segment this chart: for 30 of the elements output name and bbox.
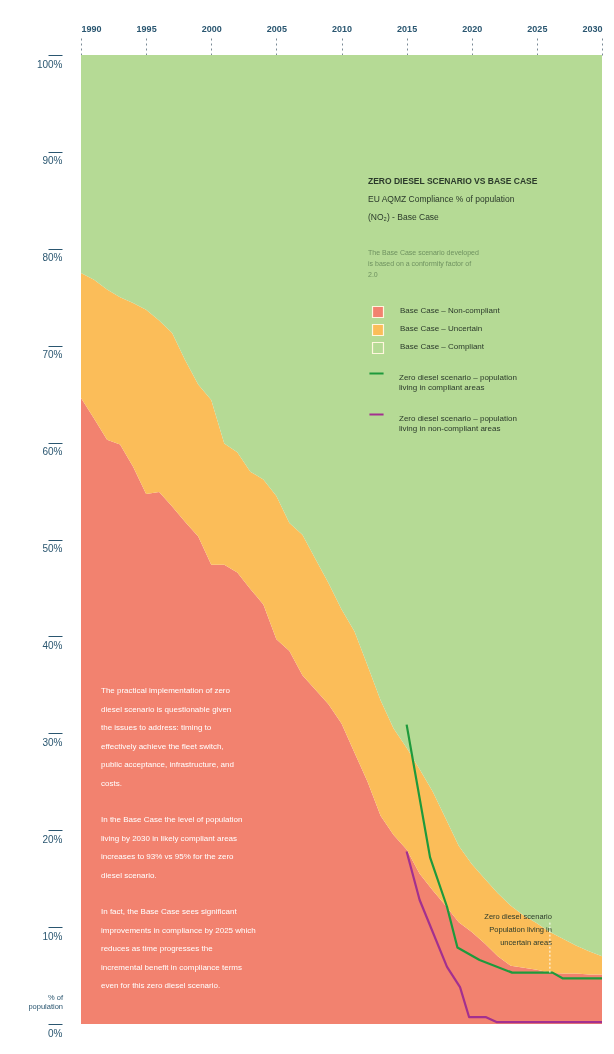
legend-label: Zero diesel scenario – population living in non-compliant areas: [399, 413, 517, 433]
x-tick-label: 2025: [527, 23, 548, 34]
x-tick-label: 2015: [397, 23, 418, 34]
x-tick-label: 2010: [331, 23, 353, 34]
legend-label: Base Case – Uncertain: [400, 324, 483, 333]
annotation: The practical implementation of zero diesel scenario is questionable given the issues to address: timing to effectively achieve the fleet switch, public acceptance, infrastructure, and costs.: [101, 686, 234, 788]
legend-label: Base Case – Non-compliant: [400, 306, 501, 315]
annotation: In the Base Case the level of population living by 2030 in likely compliant areas increases to 93% vs 95% for the zero diesel scenario.: [101, 815, 243, 880]
annotation: In fact, the Base Case sees significant improvements in compliance by 2025 which reduces as time progresses the incremental benefit in compliance terms even for this zero diesel scenario.: [101, 907, 256, 990]
x-tick-label: 2005: [266, 23, 287, 34]
y-tick-label: 100%: [36, 58, 63, 70]
text: ZERO DIESEL SCENARIO VS BASE CASE: [368, 176, 538, 186]
y-tick-label: 10%: [42, 930, 63, 942]
y-tick-label: 40%: [42, 639, 63, 651]
y-tick-label: 50%: [42, 543, 63, 554]
x-tick-label: 2030: [582, 23, 603, 34]
text: EU AQMZ Compliance % of population (NO₂) - Base Case: [368, 194, 515, 222]
series-label: Base Case – Compliant: [400, 342, 485, 351]
y-tick-label: 70%: [42, 349, 63, 361]
y-tick-label: 30%: [42, 736, 63, 748]
y-tick-label: 60%: [42, 446, 63, 458]
y-tick-label: 90%: [42, 155, 63, 167]
x-tick-label: 2000: [201, 23, 222, 34]
legend-label: Zero diesel scenario – population living in compliant areas: [399, 372, 517, 392]
y-tick-label: 20%: [42, 833, 63, 845]
y-tick-label: 80%: [42, 252, 63, 264]
x-tick-label: 1990: [81, 23, 102, 34]
y-tick-label: 0%: [48, 1027, 63, 1039]
x-tick-label: 1995: [136, 23, 157, 34]
x-tick-label: 2020: [462, 23, 483, 34]
